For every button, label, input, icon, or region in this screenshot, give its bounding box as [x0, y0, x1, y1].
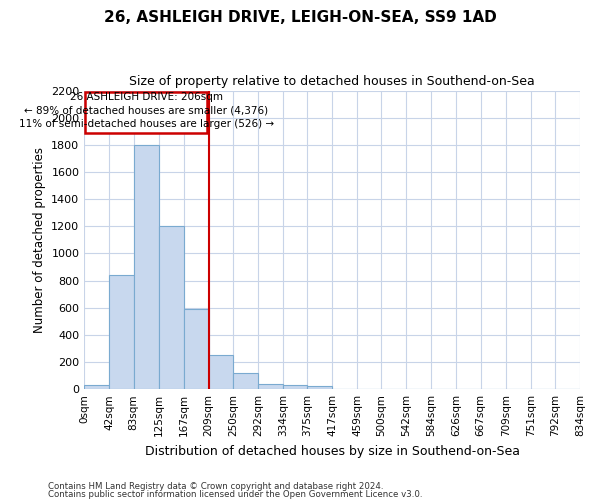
Bar	[158, 226, 184, 389]
Bar	[134, 145, 158, 389]
Title: Size of property relative to detached houses in Southend-on-Sea: Size of property relative to detached ho…	[129, 75, 535, 88]
Text: Contains HM Land Registry data © Crown copyright and database right 2024.: Contains HM Land Registry data © Crown c…	[48, 482, 383, 491]
Bar	[233, 373, 258, 389]
Bar	[258, 384, 283, 389]
Text: ← 89% of detached houses are smaller (4,376): ← 89% of detached houses are smaller (4,…	[25, 106, 268, 116]
Bar	[307, 386, 332, 389]
Bar	[209, 355, 233, 389]
Text: 26, ASHLEIGH DRIVE, LEIGH-ON-SEA, SS9 1AD: 26, ASHLEIGH DRIVE, LEIGH-ON-SEA, SS9 1A…	[104, 10, 496, 25]
Bar	[283, 385, 307, 389]
Text: 11% of semi-detached houses are larger (526) →: 11% of semi-detached houses are larger (…	[19, 120, 274, 130]
Bar	[85, 92, 208, 132]
Bar	[184, 309, 209, 389]
X-axis label: Distribution of detached houses by size in Southend-on-Sea: Distribution of detached houses by size …	[145, 444, 520, 458]
Text: 26 ASHLEIGH DRIVE: 206sqm: 26 ASHLEIGH DRIVE: 206sqm	[70, 92, 223, 102]
Bar	[109, 275, 134, 389]
Y-axis label: Number of detached properties: Number of detached properties	[32, 147, 46, 333]
Text: Contains public sector information licensed under the Open Government Licence v3: Contains public sector information licen…	[48, 490, 422, 499]
Bar	[84, 385, 109, 389]
